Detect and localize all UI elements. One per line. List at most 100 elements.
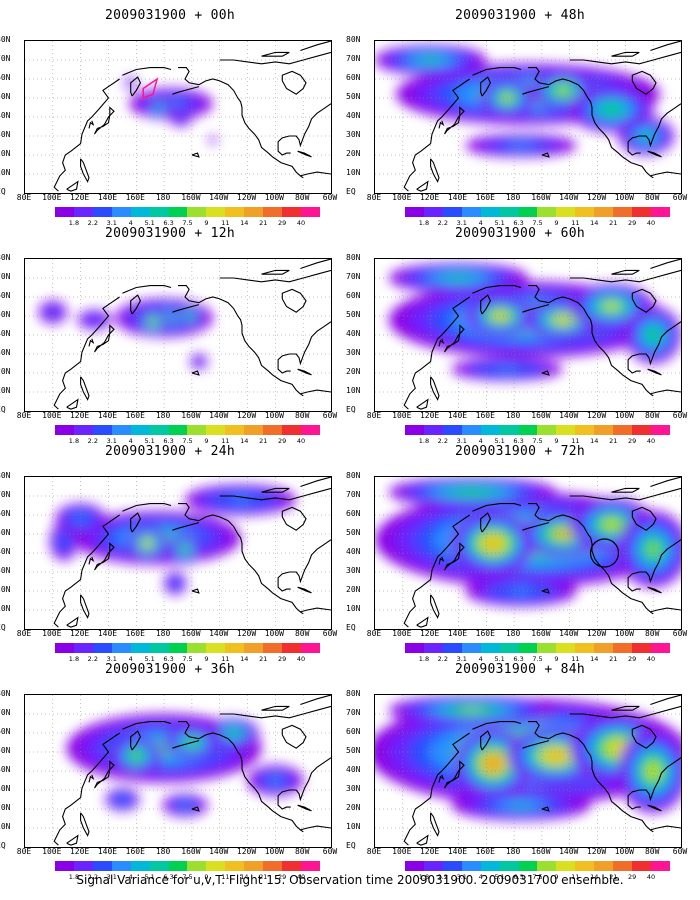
coastline [444, 106, 465, 135]
coastline [300, 825, 331, 831]
colorbar-label: 2.2 [437, 873, 449, 881]
coastline [297, 150, 312, 158]
latitude-label: 20N [0, 149, 11, 158]
colorbar-swatch [168, 643, 188, 653]
coastline [191, 152, 200, 158]
coastline [569, 705, 681, 719]
colorbar-label: 2.2 [87, 655, 99, 663]
colorbar-label: 5.1 [494, 655, 505, 663]
longitude-label: 180 [505, 847, 521, 856]
colorbar-swatch [423, 861, 443, 871]
variance-contour [605, 106, 618, 113]
coastline [122, 285, 172, 294]
colorbar-label: 7.5 [182, 219, 193, 227]
latitude-label: EQ [346, 623, 356, 632]
colorbar-label: 4 [478, 219, 483, 227]
coastline [416, 834, 429, 846]
colorbar-swatch [632, 861, 651, 871]
colorbar-label: 5.1 [144, 437, 155, 445]
coastline [522, 740, 550, 749]
longitude-label: 100E [392, 847, 412, 856]
coastline [403, 78, 470, 192]
colorbar-label: 3.1 [456, 655, 467, 663]
coastline [53, 514, 120, 628]
coastline [403, 514, 470, 628]
latitude-label: 50N [0, 528, 11, 537]
colorbar-swatch [499, 425, 519, 435]
longitude-label: 140E [97, 847, 118, 856]
latitude-label: 20N [346, 585, 361, 594]
longitude-label: 120W [236, 193, 257, 202]
colorbar-swatch [575, 207, 595, 217]
variance-field [375, 477, 681, 629]
colorbar-label: 7.5 [532, 655, 543, 663]
latitude-label: 10N [0, 604, 11, 613]
colorbar-swatch [55, 861, 74, 871]
latitude-label: 70N [346, 490, 361, 499]
coastline [631, 70, 657, 95]
coastline [53, 78, 120, 192]
colorbar-label: 6.3 [163, 873, 174, 881]
colorbar-label: 9 [554, 873, 559, 881]
colorbar-label: 4 [478, 437, 483, 445]
colorbar-label: 6.3 [513, 219, 524, 227]
colorbar-label: 11 [571, 655, 580, 663]
coastline [403, 296, 470, 410]
colorbar-swatch [55, 643, 74, 653]
colorbar-swatch [556, 861, 576, 871]
panel-title: 2009031900 + 72h [454, 444, 586, 459]
colorbar-swatch [130, 861, 150, 871]
coastline [438, 120, 445, 129]
colorbar-swatch [187, 207, 207, 217]
latitude-label: 20N [346, 149, 361, 158]
colorbar-label: 5.1 [144, 655, 155, 663]
longitude-label: 100W [614, 193, 634, 202]
coastline [541, 370, 550, 376]
variance-contour [507, 142, 535, 149]
longitude-label: 140W [209, 411, 229, 420]
latitude-label: 30N [346, 348, 361, 357]
colorbar-swatch [73, 643, 93, 653]
longitude-label: 60W [322, 193, 338, 202]
coastline [438, 556, 445, 565]
colorbar-swatch [55, 425, 74, 435]
latitude-label: 20N [0, 367, 11, 376]
longitude-label: 140E [447, 411, 468, 420]
variance-contour [489, 760, 497, 767]
coastline [66, 180, 79, 192]
latitude-label: 80N [0, 35, 11, 44]
colorbar-swatch [461, 425, 481, 435]
colorbar-label: 7.5 [532, 873, 543, 881]
coastline [219, 269, 331, 283]
colorbar-label: 2.2 [87, 873, 99, 881]
variance-contour [150, 320, 156, 324]
map-area [24, 476, 332, 630]
map-area [374, 258, 682, 412]
coastline [300, 477, 331, 488]
colorbar-label: 9 [204, 437, 209, 445]
variance-contour [460, 490, 485, 495]
longitude-label: 160W [531, 193, 551, 202]
longitude-label: 100W [614, 629, 634, 638]
colorbar-swatch [111, 861, 131, 871]
longitude-label: 100E [42, 847, 62, 856]
colorbar-label: 4 [128, 873, 133, 881]
colorbar-swatch [442, 861, 462, 871]
variance-field [375, 259, 681, 411]
colorbar-label: 29 [278, 437, 287, 445]
longitude-label: 140W [559, 193, 579, 202]
latitude-label: 80N [346, 253, 361, 262]
colorbar-swatch [130, 207, 150, 217]
colorbar-label: 3.1 [106, 437, 117, 445]
panel-title: 2009031900 + 24h [104, 444, 236, 459]
coastline [650, 389, 681, 395]
longitude-label: 120W [586, 847, 607, 856]
longitude-label: 140W [559, 847, 579, 856]
colorbar-swatch [149, 861, 169, 871]
colorbar-swatch [282, 425, 301, 435]
map-area [374, 694, 682, 848]
colorbar-swatch [480, 643, 500, 653]
coastline [480, 730, 492, 751]
colorbar-swatch [537, 861, 557, 871]
variance-contour [606, 521, 617, 528]
